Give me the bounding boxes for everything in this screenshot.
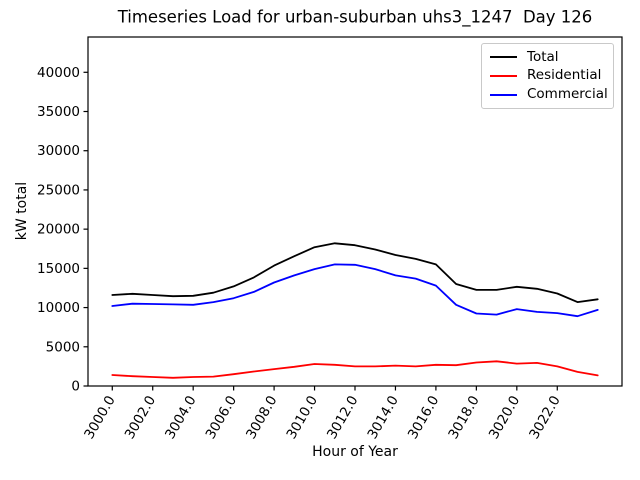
x-tick-label: 3004.0 — [162, 393, 199, 442]
x-tick-label: 3018.0 — [445, 393, 482, 442]
legend-label: Total — [527, 48, 559, 65]
x-axis-label: Hour of Year — [312, 444, 398, 460]
legend-line-sample-total — [490, 56, 517, 59]
legend-line-sample-commercial — [490, 93, 517, 96]
y-tick-label: 0 — [71, 379, 80, 395]
y-tick-label: 5000 — [46, 339, 80, 355]
x-tick-label: 3022.0 — [526, 393, 563, 442]
x-tick-label: 3002.0 — [122, 393, 159, 442]
x-tick-label: 3010.0 — [284, 393, 321, 442]
x-tick-label: 3020.0 — [486, 393, 523, 442]
y-tick-label: 25000 — [37, 182, 80, 198]
x-tick-label: 3006.0 — [203, 393, 240, 442]
x-tick-label: 3016.0 — [405, 393, 442, 442]
y-axis-label: kW total — [14, 181, 30, 241]
legend-entry-commercial: Commercial — [490, 85, 608, 102]
series-line-commercial — [111, 263, 599, 318]
x-tick-label: 3014.0 — [364, 393, 401, 442]
legend-entry-residential: Residential — [490, 69, 605, 83]
legend-label: Residential — [527, 67, 602, 84]
x-tick-label: 3000.0 — [81, 393, 118, 442]
y-tick-label: 35000 — [37, 104, 80, 120]
y-tick-label: 15000 — [37, 261, 80, 277]
x-tick-label: 3012.0 — [324, 393, 361, 442]
legend-line-sample-residential — [490, 74, 517, 77]
series-line-residential — [111, 360, 599, 379]
legend-entry-total: Total — [490, 48, 605, 65]
y-tick-label: 10000 — [37, 300, 80, 316]
y-tick-label: 40000 — [37, 65, 80, 81]
y-tick-label: 30000 — [37, 143, 80, 159]
chart-title: Timeseries Load for urban-suburban uhs3_… — [117, 7, 593, 27]
y-tick-label: 20000 — [37, 222, 80, 238]
legend-label: Commercial — [527, 85, 608, 102]
legend: Total Residential Commercial — [481, 43, 614, 109]
series-line-total — [111, 242, 599, 304]
x-tick-label: 3008.0 — [243, 393, 280, 442]
